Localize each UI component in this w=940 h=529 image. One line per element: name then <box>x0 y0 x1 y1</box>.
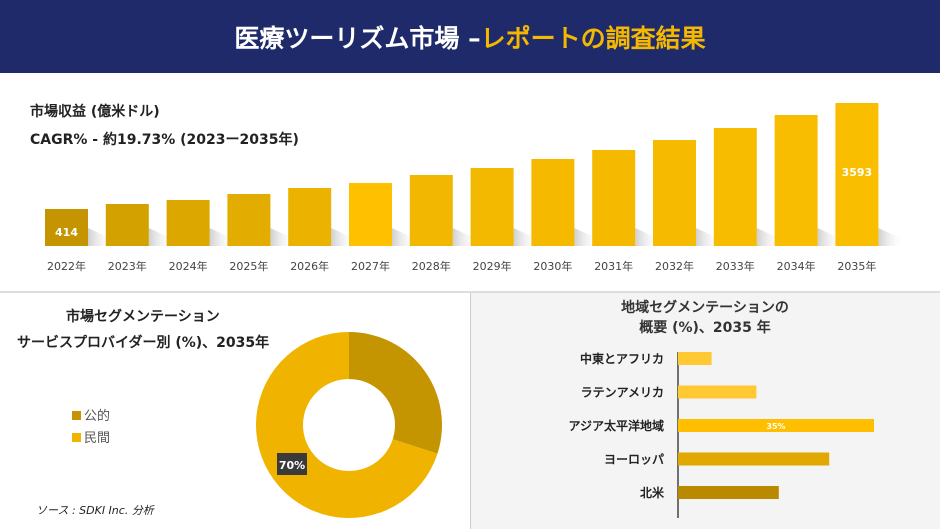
legend-item-private: 民間 <box>72 428 110 450</box>
legend-swatch <box>72 411 81 420</box>
region-label: ラテンアメリカ <box>581 386 664 400</box>
revenue-bar <box>774 114 818 246</box>
revenue-bar <box>409 174 453 246</box>
region-bar <box>678 352 712 365</box>
revenue-bar <box>227 193 271 246</box>
region-label: ヨーロッパ <box>604 453 664 467</box>
revenue-bar <box>45 208 88 246</box>
revenue-bar <box>713 127 757 246</box>
provider-title-line1: 市場セグメンテーション <box>66 309 220 325</box>
legend-item-public: 公的 <box>72 406 110 428</box>
revenue-bar <box>470 167 514 246</box>
title-accent: レポートの調査結果 <box>480 23 706 53</box>
year-tick-label: 2032年 <box>655 259 694 273</box>
donut-legend: 公的 民間 <box>72 406 110 450</box>
year-tick-label: 2025年 <box>229 259 268 273</box>
legend-swatch <box>72 433 81 442</box>
year-tick-label: 2028年 <box>412 259 451 273</box>
provider-title-line2: サービスプロバイダー別 (%)、2035年 <box>17 335 270 351</box>
revenue-bar-chart: 2022年 414 2023年 2024年 2025年 2026年 2027年 2028年 20… <box>45 103 905 273</box>
cagr-subtitle: CAGR% - 約19.73% (2023ー2035年) <box>30 132 299 148</box>
provider-donut-chart: 70% <box>256 332 442 518</box>
year-tick-label: 2030年 <box>533 259 572 273</box>
revenue-bar <box>105 203 149 246</box>
year-tick-label: 2034年 <box>777 259 816 273</box>
year-tick-label: 2033年 <box>716 259 755 273</box>
year-tick-label: 2024年 <box>169 259 208 273</box>
title-main: 医療ツーリズム市場 – <box>234 23 481 53</box>
year-tick-label: 2026年 <box>290 259 329 273</box>
legend-label: 公的 <box>84 409 111 424</box>
bar-shadow <box>878 228 905 246</box>
region-bar <box>678 419 874 432</box>
region-label: 中東とアフリカ <box>580 351 664 366</box>
bar-data-label: 3593 <box>842 166 873 179</box>
region-bar <box>678 486 779 499</box>
revenue-bar <box>166 199 210 246</box>
revenue-bar <box>835 103 879 246</box>
revenue-bar <box>349 182 392 246</box>
revenue-title: 市場収益 (億米ドル) <box>30 104 160 120</box>
region-title-line1: 地域セグメンテーションの <box>621 300 789 316</box>
data-label-box <box>277 453 307 475</box>
revenue-bar <box>288 187 332 246</box>
year-tick-label: 2027年 <box>351 259 390 273</box>
region-bar <box>678 385 757 399</box>
year-tick-label: 2035年 <box>837 259 876 273</box>
revenue-bar <box>592 149 636 246</box>
region-label: アジア太平洋地域 <box>568 418 664 433</box>
legend-label: 民間 <box>84 431 111 446</box>
revenue-bar <box>653 139 696 246</box>
year-tick-label: 2029年 <box>473 259 512 273</box>
year-tick-label: 2023年 <box>108 259 147 273</box>
revenue-bar <box>531 158 575 246</box>
bar-data-label: 414 <box>55 226 78 239</box>
region-data-label: 35% <box>766 422 785 431</box>
region-bar <box>678 452 830 466</box>
donut-slice-public <box>349 332 442 454</box>
header-banner: 医療ツーリズム市場 – レポートの調査結果 <box>0 0 940 73</box>
donut-data-label: 70% <box>279 459 305 472</box>
region-title-line2: 概要 (%)、2035 年 <box>639 320 771 336</box>
divider <box>0 291 940 293</box>
year-tick-label: 2031年 <box>594 259 633 273</box>
source-note: ソース : SDKI Inc. 分析 <box>36 504 154 517</box>
year-tick-label: 2022年 <box>47 259 86 273</box>
region-label: 北米 <box>640 485 665 500</box>
